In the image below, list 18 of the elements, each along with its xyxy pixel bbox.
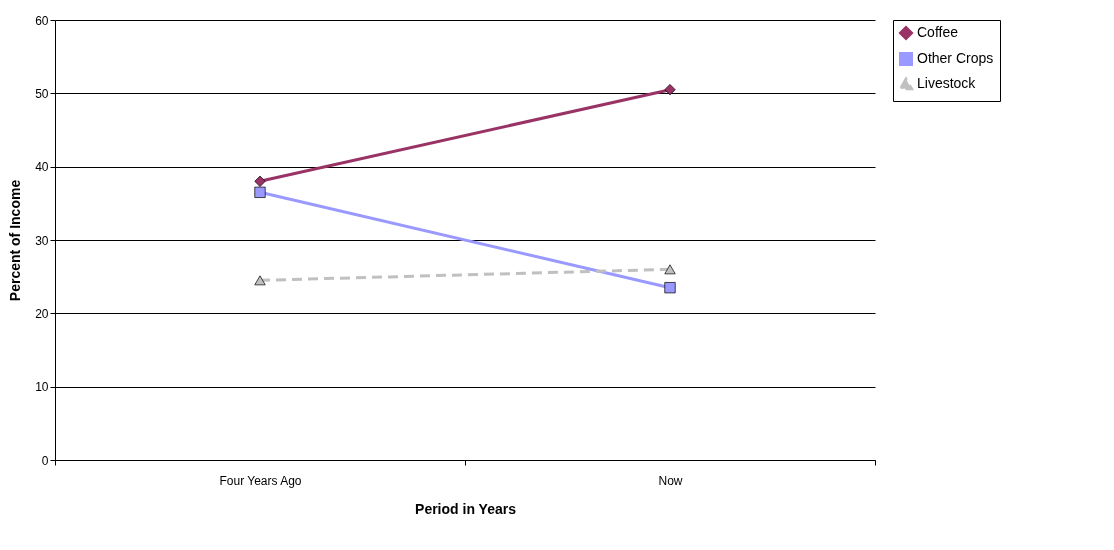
y-tick-label: 60 xyxy=(35,13,49,28)
y-tick-label: 30 xyxy=(35,233,49,248)
x-axis-title: Period in Years xyxy=(415,500,517,517)
point xyxy=(664,282,676,294)
y-axis-title: Percent of Income xyxy=(7,179,24,302)
y-tick-label: 40 xyxy=(35,160,49,175)
y-tick-label: 0 xyxy=(41,453,49,468)
y-tick-label: 50 xyxy=(35,86,49,101)
point xyxy=(254,175,266,187)
point xyxy=(664,84,676,96)
legend-label: Coffee xyxy=(917,24,959,40)
legend-label: Other Crops xyxy=(917,50,994,66)
legend-label: Livestock xyxy=(917,75,977,91)
point xyxy=(254,186,266,198)
x-tick-label: Four Years Ago xyxy=(219,473,302,488)
y-tick-label: 20 xyxy=(35,306,49,321)
x-tick-label: Now xyxy=(658,473,683,488)
y-tick-label: 10 xyxy=(35,380,49,395)
